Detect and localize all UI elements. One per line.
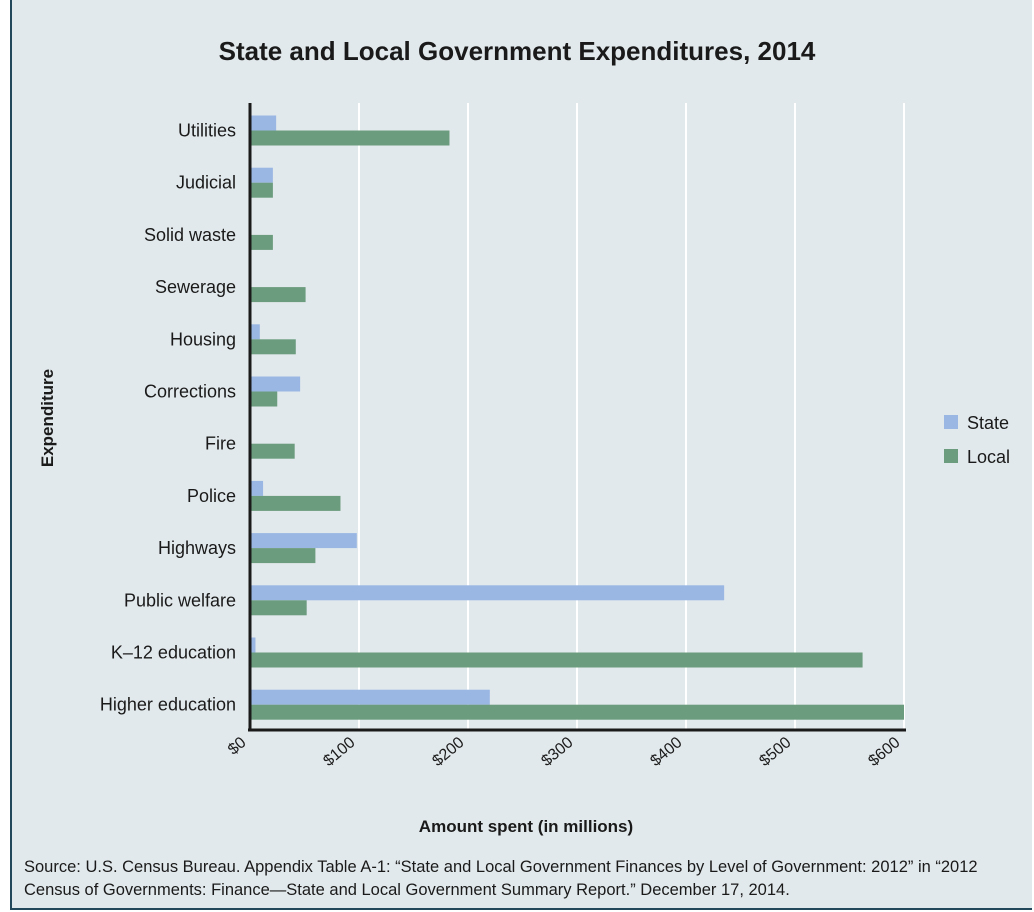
bar-local — [250, 391, 278, 407]
category-label: K–12 education — [111, 643, 236, 663]
bar-local — [250, 495, 341, 511]
bar-local — [250, 182, 273, 198]
bar-state — [250, 637, 256, 653]
bar-local — [250, 600, 307, 616]
x-axis-label: Amount spent (in millions) — [419, 817, 633, 836]
chart-title: State and Local Government Expenditures,… — [218, 36, 816, 66]
bar-state — [250, 533, 357, 549]
category-label: Public welfare — [124, 590, 236, 610]
legend: State Local — [944, 413, 1010, 467]
category-label: Corrections — [144, 382, 236, 402]
bars — [250, 115, 904, 720]
category-label: Fire — [205, 434, 236, 454]
x-tick-labels: $0 $100 $200 $300 $400 $500 $600 — [225, 734, 904, 770]
y-axis-label: Expenditure — [38, 369, 57, 467]
bar-state — [250, 689, 490, 705]
bar-state — [250, 480, 264, 496]
bar-local — [250, 548, 316, 564]
bar-local — [250, 704, 904, 720]
axes — [248, 103, 906, 732]
category-label: Housing — [170, 329, 236, 349]
bar-state — [250, 324, 260, 340]
category-label: Police — [187, 486, 236, 506]
bar-state — [250, 376, 301, 392]
chart-panel — [10, 0, 1032, 910]
category-label: Sewerage — [155, 277, 236, 297]
bar-state — [250, 585, 725, 601]
x-tick-label: $300 — [538, 734, 576, 770]
bar-local — [250, 130, 450, 146]
x-tick-label: $400 — [647, 734, 685, 770]
grid-lines — [358, 103, 905, 730]
x-tick-label: $500 — [756, 734, 794, 770]
bar-state — [250, 115, 277, 131]
x-tick-label: $0 — [225, 734, 250, 759]
x-tick-label: $200 — [429, 734, 467, 770]
bar-state — [250, 167, 273, 183]
legend-swatch-state — [944, 415, 958, 429]
legend-swatch-local — [944, 449, 958, 463]
bar-local — [250, 652, 863, 668]
category-label: Highways — [158, 538, 236, 558]
legend-label-local: Local — [967, 447, 1010, 467]
bar-local — [250, 234, 273, 250]
category-label: Judicial — [176, 173, 236, 193]
bar-local — [250, 287, 306, 303]
x-tick-label: $600 — [865, 734, 903, 770]
source-note: Source: U.S. Census Bureau. Appendix Tab… — [24, 858, 978, 899]
y-tick-labels: Utilities Judicial Solid waste Sewerage Hous… — [100, 121, 236, 715]
bar-local — [250, 339, 296, 355]
legend-label-state: State — [967, 413, 1009, 433]
x-tick-label: $100 — [320, 734, 358, 770]
category-label: Solid waste — [144, 225, 236, 245]
category-label: Higher education — [100, 695, 236, 715]
bar-local — [250, 443, 295, 459]
category-label: Utilities — [178, 121, 236, 141]
